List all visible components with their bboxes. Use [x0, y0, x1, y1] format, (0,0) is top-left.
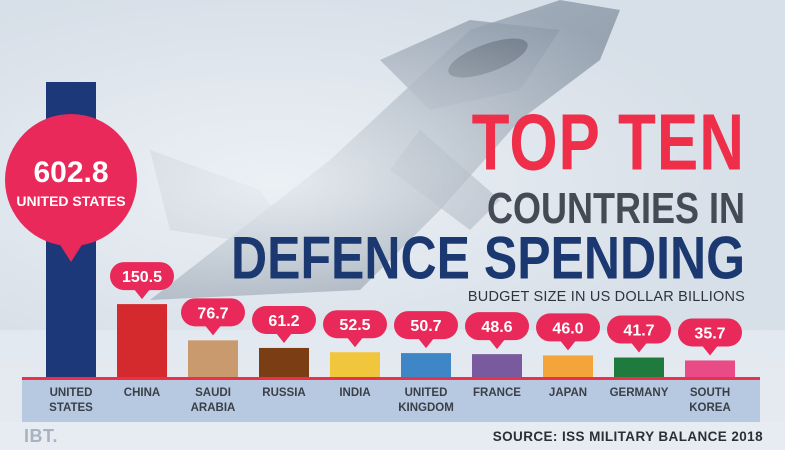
bar-united-kingdom	[401, 353, 451, 378]
value-label-united-states: 602.8	[33, 156, 108, 189]
callout-bubble-united-states	[5, 114, 137, 262]
value-bubble-france	[465, 312, 529, 350]
category-label-south-korea: SOUTH KOREA	[689, 387, 731, 414]
title-line-2: COUNTRIES IN	[486, 183, 745, 233]
value-bubble-germany	[607, 315, 671, 353]
footer-band	[0, 422, 785, 450]
value-label-russia: 61.2	[268, 313, 299, 330]
bar-india	[330, 352, 380, 378]
category-label-india: INDIA	[339, 387, 371, 399]
value-bubble-japan	[536, 313, 600, 351]
bar-france	[472, 354, 522, 378]
value-label-japan: 46.0	[552, 320, 583, 337]
value-label-saudi-arabia: 76.7	[197, 305, 228, 322]
value-bubble-south-korea	[678, 318, 742, 356]
category-label-france: FRANCE	[473, 387, 521, 399]
value-bubble-russia	[252, 305, 316, 343]
title-block: TOP TEN COUNTRIES IN DEFENCE SPENDING BU…	[231, 98, 745, 305]
value-bubble-saudi-arabia	[181, 298, 245, 336]
callout-country-label: UNITED STATES	[16, 193, 125, 209]
bar-russia	[259, 347, 309, 378]
value-label-india: 52.5	[339, 317, 370, 334]
bar-china	[117, 304, 167, 378]
category-label-china: CHINA	[123, 387, 161, 399]
ibt-logo: IBT.	[24, 426, 59, 446]
category-label-japan: JAPAN	[548, 387, 588, 399]
bar-south-korea	[685, 360, 735, 378]
value-label-germany: 41.7	[623, 323, 654, 340]
value-label-south-korea: 35.7	[694, 325, 725, 342]
value-bubble-india	[323, 310, 387, 348]
category-label-united-kingdom: UNITED KINGDOM	[398, 387, 454, 414]
value-bubble-china	[110, 262, 174, 300]
value-bubble-united-kingdom	[394, 311, 458, 349]
category-label-saudi-arabia: SAUDI ARABIA	[190, 387, 236, 414]
source-note: SOURCE: ISS MILITARY BALANCE 2018	[492, 429, 763, 444]
value-label-china: 150.5	[122, 269, 162, 286]
subtitle: BUDGET SIZE IN US DOLLAR BILLIONS	[467, 289, 745, 305]
category-label-germany: GERMANY	[609, 387, 669, 399]
title-line-1: TOP TEN	[471, 98, 745, 188]
value-label-united-kingdom: 50.7	[410, 318, 441, 335]
chart-baseline	[22, 377, 760, 380]
category-label-united-states: UNITED STATES	[49, 387, 93, 414]
bar-germany	[614, 357, 664, 378]
category-label-band	[22, 380, 760, 422]
title-line-3: DEFENCE SPENDING	[231, 224, 745, 292]
bar-japan	[543, 355, 593, 378]
bar-saudi-arabia	[188, 340, 238, 378]
value-label-france: 48.6	[481, 319, 512, 336]
category-label-russia: RUSSIA	[262, 387, 306, 399]
